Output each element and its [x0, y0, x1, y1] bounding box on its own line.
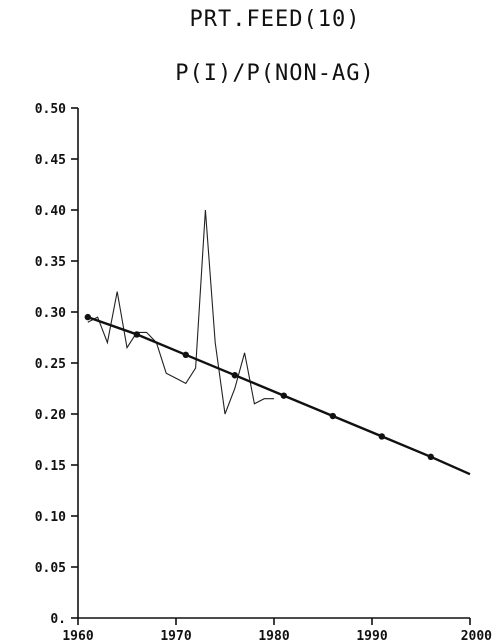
y-tick-label: 0.45: [35, 153, 66, 168]
x-tick-label: 2000: [461, 629, 492, 642]
y-tick-label: 0.: [50, 612, 66, 627]
y-tick-label: 0.25: [35, 357, 66, 372]
x-tick-label: 1960: [62, 629, 93, 642]
y-tick-label: 0.40: [35, 204, 66, 219]
x-tick-label: 1980: [258, 629, 289, 642]
y-ticks: 0. 0.05 0.10 0.15 0.20 0.25 0.30 0.35 0.40 0.45 0.…: [35, 102, 78, 627]
trend-point: [84, 313, 92, 321]
trend-point: [329, 412, 336, 420]
trend-point: [133, 331, 140, 338]
y-tick-label: 0.05: [35, 561, 66, 576]
y-tick-label: 0.20: [35, 408, 66, 423]
x-ticks: 1960 1970 1980 1990 2000: [62, 618, 492, 642]
y-tick-label: 0.35: [35, 255, 66, 270]
actual-series-line: [87, 209, 274, 415]
chart-title: PRT.FEED(10): [190, 7, 361, 32]
trend-point: [378, 433, 385, 440]
trend-point: [427, 453, 434, 461]
series-layer: [84, 209, 471, 476]
x-tick-label: 1990: [356, 629, 387, 642]
y-tick-label: 0.10: [35, 510, 66, 525]
y-tick-label: 0.15: [35, 459, 66, 474]
trend-point: [280, 392, 287, 399]
trend-line: [87, 315, 471, 476]
trend-point: [182, 351, 189, 359]
x-tick-label: 1970: [160, 629, 191, 642]
trend-point: [231, 372, 238, 379]
chart-subtitle: P(I)/P(NON-AG): [175, 61, 374, 86]
y-tick-label: 0.30: [35, 306, 66, 321]
y-tick-label: 0.50: [35, 102, 66, 117]
